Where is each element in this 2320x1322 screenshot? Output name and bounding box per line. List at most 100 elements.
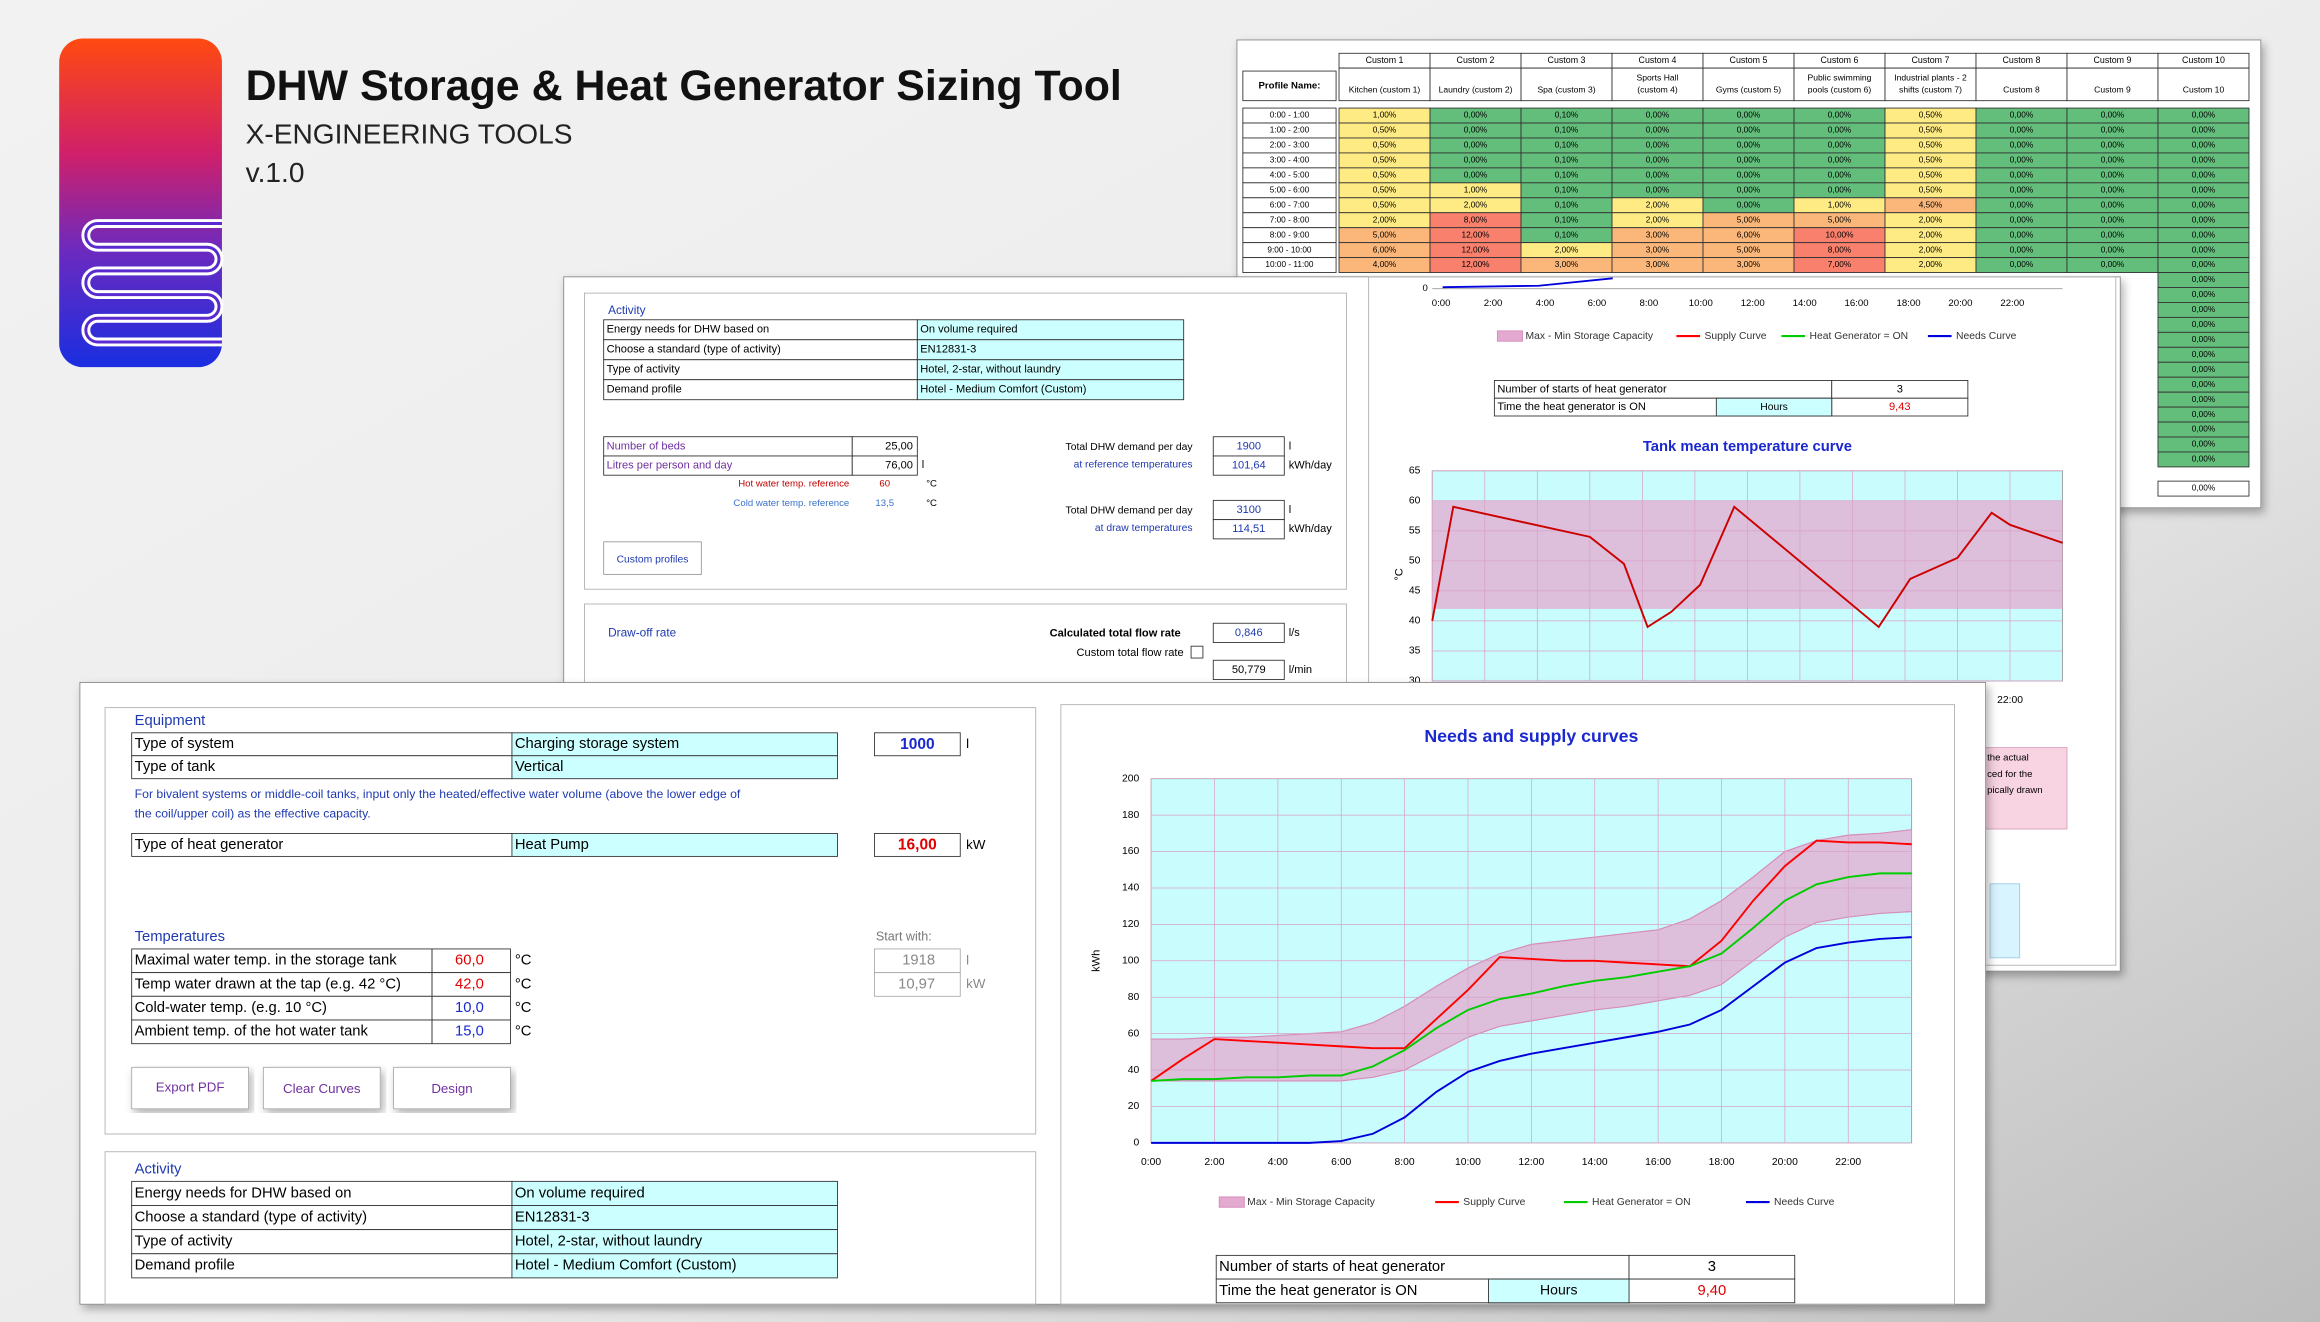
button[interactable] — [603, 541, 702, 575]
field-label: Calculated total flow rate — [1050, 628, 1181, 640]
profile-value: 1,00% — [1828, 200, 1852, 209]
note-text: pically drawn — [1987, 785, 2043, 796]
button-label[interactable]: Custom profiles — [617, 554, 689, 565]
column-name-cell — [1884, 67, 1977, 102]
x-tick-label: 12:00 — [1741, 298, 1765, 309]
profile-value: 0,00% — [2101, 141, 2125, 150]
column-code: Custom 3 — [1548, 55, 1586, 65]
unit: °C — [515, 976, 532, 992]
x-tick-label: 14:00 — [1793, 298, 1817, 309]
profile-value: 0,00% — [2010, 230, 2034, 239]
reference-value: 60 — [879, 479, 890, 490]
profile-value: 0,50% — [1919, 156, 1943, 165]
y-tick-label: 40 — [1409, 616, 1421, 627]
app-title: DHW Storage & Heat Generator Sizing Tool — [246, 62, 1122, 110]
field-label-cell — [131, 1253, 513, 1279]
profile-name-label: Profile Name: — [1258, 80, 1320, 91]
profile-value: 0,00% — [2010, 156, 2034, 165]
y-tick-label: 30 — [1409, 676, 1421, 687]
total-value-cell — [1212, 519, 1285, 540]
button-label[interactable]: Export PDF — [156, 1080, 225, 1095]
y-tick-label: 65 — [1409, 466, 1421, 477]
checkbox[interactable] — [1190, 645, 1204, 659]
button[interactable] — [131, 1066, 250, 1110]
field-value: Hotel - Medium Comfort (Custom) — [515, 1258, 737, 1274]
button[interactable] — [262, 1066, 381, 1110]
profile-value: 0,00% — [2101, 171, 2125, 180]
profile-value: 0,00% — [1828, 185, 1852, 194]
profile-value: 0,00% — [2192, 200, 2216, 209]
y-axis-label: kWh — [1090, 950, 1102, 972]
profile-value: 0,00% — [1464, 126, 1488, 135]
profile-value: 0,00% — [1828, 126, 1852, 135]
profile-value: 0,00% — [1737, 185, 1761, 194]
profile-value: 0,50% — [1373, 200, 1397, 209]
profile-value: 0,00% — [2101, 156, 2125, 165]
total-value: 114,51 — [1232, 523, 1265, 535]
y-tick-label: 60 — [1128, 1028, 1140, 1039]
profile-value: 0,00% — [2192, 320, 2216, 329]
field-label: Type of system — [135, 736, 234, 752]
y-tick-label: 0 — [1422, 283, 1427, 294]
reference-label: Cold water temp. reference — [733, 498, 849, 509]
profile-value: 0,50% — [1373, 156, 1397, 165]
profile-cell — [2157, 451, 2250, 468]
time-label: 10:00 - 11:00 — [1265, 260, 1313, 269]
start-label: Start with: — [876, 929, 932, 943]
profile-value: 0,00% — [2192, 365, 2216, 374]
stats-label: Time the heat generator is ON — [1497, 401, 1646, 413]
column-code: Custom 6 — [1821, 55, 1859, 65]
profile-value: 2,00% — [1919, 230, 1943, 239]
button[interactable] — [393, 1066, 511, 1110]
x-tick-label: 22:00 — [1835, 1157, 1861, 1168]
profile-value: 1,00% — [1373, 111, 1397, 120]
profile-value: 0,00% — [2010, 126, 2034, 135]
column-name-cell — [1338, 67, 1431, 102]
unit: °C — [515, 1000, 532, 1016]
time-label: 5:00 - 6:00 — [1270, 185, 1310, 194]
profile-value: 6,00% — [1373, 245, 1397, 254]
x-tick-label: 20:00 — [1772, 1157, 1798, 1168]
profile-value: 10,00% — [1825, 230, 1854, 239]
button-label[interactable]: Design — [431, 1081, 472, 1096]
profile-value: 0,00% — [1646, 185, 1670, 194]
profile-value: 8,00% — [1464, 215, 1488, 224]
field-label: Demand profile — [135, 1258, 235, 1274]
panel — [104, 1151, 1037, 1305]
field-value-cell — [1212, 622, 1285, 643]
start-value: 10,97 — [898, 976, 935, 992]
field-value: 42,0 — [455, 976, 484, 992]
profile-value: 2,00% — [1919, 245, 1943, 254]
field-label: Energy needs for DHW based on — [135, 1185, 352, 1201]
profile-value: 0,50% — [1919, 111, 1943, 120]
field-value: On volume required — [920, 324, 1017, 336]
profile-value: 0,00% — [2101, 111, 2125, 120]
unit: l — [1289, 504, 1291, 516]
total-value: 1900 — [1236, 440, 1261, 452]
profile-value: 0,00% — [2192, 260, 2216, 269]
section-title: Equipment — [135, 713, 206, 729]
field-label-cell — [131, 1229, 513, 1255]
note-text: the actual — [1987, 752, 2029, 763]
profile-value: 0,00% — [1646, 111, 1670, 120]
legend-label: Needs Curve — [1774, 1197, 1835, 1208]
field-value-cell — [511, 1253, 838, 1279]
y-tick-label: 180 — [1122, 810, 1140, 821]
x-tick-label: 18:00 — [1896, 298, 1920, 309]
field-label: Litres per person and day — [607, 460, 733, 472]
stats-label: Time the heat generator is ON — [1219, 1283, 1417, 1299]
profile-value: 2,00% — [1464, 200, 1488, 209]
section-title: Draw-off rate — [608, 626, 677, 640]
profile-value: 0,00% — [1828, 141, 1852, 150]
legend-swatch — [1218, 1196, 1245, 1208]
profile-value: 0,00% — [1828, 171, 1852, 180]
profile-value: 0,50% — [1373, 141, 1397, 150]
unit: l — [966, 736, 969, 751]
column-name-cell — [1702, 67, 1795, 102]
field-value-cell — [873, 732, 961, 757]
column-name: Public swimming — [1808, 73, 1872, 83]
x-tick-label: 6:00 — [1331, 1157, 1351, 1168]
table-fragment — [1989, 883, 2021, 959]
x-tick-label: 6:00 — [1588, 298, 1607, 309]
button-label[interactable]: Clear Curves — [283, 1081, 361, 1096]
